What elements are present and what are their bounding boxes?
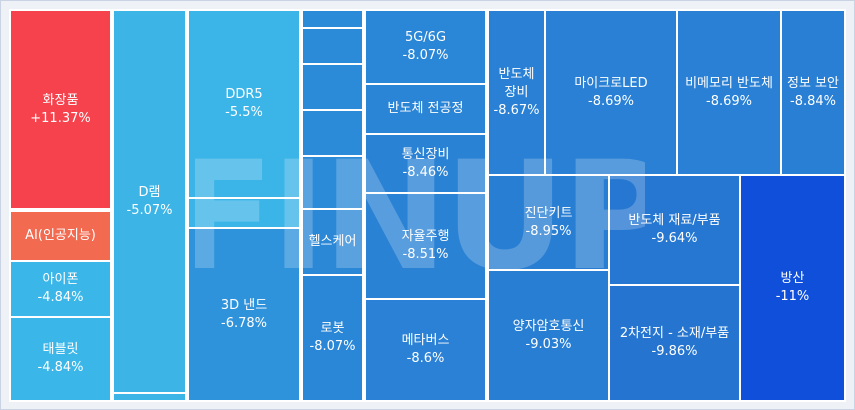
tile-name: D램 — [138, 184, 161, 200]
tile-change: -9.03% — [525, 336, 572, 352]
tile-name: 3D 낸드 — [220, 297, 268, 313]
tile-name: 헬스케어 — [308, 234, 357, 249]
treemap-tile-3d-8[interactable]: 3D 낸드 -6.78% — [187, 227, 301, 402]
treemap-tile-12[interactable] — [301, 109, 364, 157]
tile-change: -8.67% — [493, 102, 540, 118]
tile-name: 방산 — [780, 271, 805, 286]
treemap-tile-14[interactable]: 헬스케어 — [301, 208, 364, 276]
tile-name: 2차전지 - 소재/부품 — [619, 326, 730, 341]
tile-change: -8.95% — [525, 223, 572, 239]
tile-change: -8.69% — [588, 93, 634, 109]
tile-name: 반도체 전공정 — [387, 101, 464, 116]
treemap-tile-10[interactable] — [301, 27, 364, 65]
tile-change: -11% — [775, 289, 810, 304]
tile-change: -9.86% — [651, 344, 698, 359]
treemap-tile-11[interactable] — [301, 63, 364, 111]
tile-name: 로봇 — [320, 321, 345, 336]
tile-change: -8.51% — [402, 247, 449, 262]
treemap-tile-2-28[interactable]: 2차전지 - 소재/부품 -9.86% — [608, 284, 741, 402]
tile-change: -4.84% — [37, 290, 84, 305]
treemap-tile-29[interactable]: 방산 -11% — [739, 174, 846, 402]
treemap-tile-23[interactable]: 비메모리 반도체 -8.69% — [676, 9, 782, 176]
treemap-tile-25[interactable]: 진단키트 -8.95% — [487, 174, 610, 271]
tile-change: -8.69% — [706, 93, 752, 109]
tile-name: 5G/6G — [404, 30, 447, 45]
tile-change: -8.07% — [402, 48, 449, 63]
tile-name: 아이폰 — [42, 272, 79, 287]
treemap-tile-ddr5-6[interactable]: DDR5 -5.5% — [187, 9, 301, 199]
treemap-tile-20[interactable]: 메타버스 -8.6% — [364, 298, 487, 402]
treemap-tile-19[interactable]: 자율주행 -8.51% — [364, 192, 487, 300]
tile-change: -5.5% — [225, 105, 263, 120]
treemap-tile-24[interactable]: 정보 보안 -8.84% — [780, 9, 846, 176]
treemap-tile-17[interactable]: 반도체 전공정 — [364, 83, 487, 135]
tile-name: 반도체 재료/부품 — [628, 213, 721, 228]
treemap-tile-0[interactable]: 화장품 +11.37% — [9, 9, 112, 210]
tile-change: +11.37% — [30, 110, 91, 126]
tile-name: 양자암호통신 — [512, 318, 585, 334]
treemap-tile-d-4[interactable]: D램 -5.07% — [112, 9, 187, 394]
treemap-tile-3[interactable]: 태블릿 -4.84% — [9, 316, 112, 402]
tile-change: -8.07% — [309, 339, 356, 354]
treemap-tile-26[interactable]: 양자암호통신 -9.03% — [487, 269, 610, 402]
tile-change: -6.78% — [221, 315, 267, 331]
treemap-tile-led-22[interactable]: 마이크로LED -8.69% — [544, 9, 678, 176]
tile-change: -8.46% — [402, 164, 449, 180]
treemap-tile-5[interactable] — [112, 392, 187, 402]
tile-change: -4.84% — [37, 360, 84, 375]
treemap-tile-21[interactable]: 반도체 장비 -8.67% — [487, 9, 546, 176]
treemap-tile-15[interactable]: 로봇 -8.07% — [301, 274, 364, 402]
tile-name: AI(인공지능) — [25, 228, 96, 243]
tile-name: 태블릿 — [42, 342, 79, 357]
tile-name: 비메모리 반도체 — [685, 75, 773, 91]
tile-change: -8.6% — [406, 351, 445, 366]
tile-name: 반도체 장비 — [498, 66, 535, 100]
treemap-tile-9[interactable] — [301, 9, 364, 29]
tile-name: 정보 보안 — [787, 75, 839, 91]
treemap-tile-ai-1[interactable]: AI(인공지능) — [9, 210, 112, 262]
tile-name: DDR5 — [225, 87, 263, 102]
tile-change: -8.84% — [790, 93, 836, 109]
tile-name: 마이크로LED — [574, 75, 648, 91]
treemap-tile-18[interactable]: 통신장비 -8.46% — [364, 133, 487, 194]
tile-name: 통신장비 — [401, 146, 450, 162]
tile-name: 진단키트 — [524, 205, 573, 221]
treemap-tile-5g-6g-16[interactable]: 5G/6G -8.07% — [364, 9, 487, 85]
tile-change: -9.64% — [651, 231, 698, 246]
tile-name: 메타버스 — [401, 333, 450, 348]
tile-name: 화장품 — [42, 92, 79, 108]
treemap-tile-2[interactable]: 아이폰 -4.84% — [9, 260, 112, 318]
tile-name: 자율주행 — [401, 229, 450, 244]
treemap-tile-7[interactable] — [187, 197, 301, 229]
treemap-tile-13[interactable] — [301, 155, 364, 210]
treemap-tile-27[interactable]: 반도체 재료/부품 -9.64% — [608, 174, 741, 286]
tile-change: -5.07% — [126, 202, 173, 218]
